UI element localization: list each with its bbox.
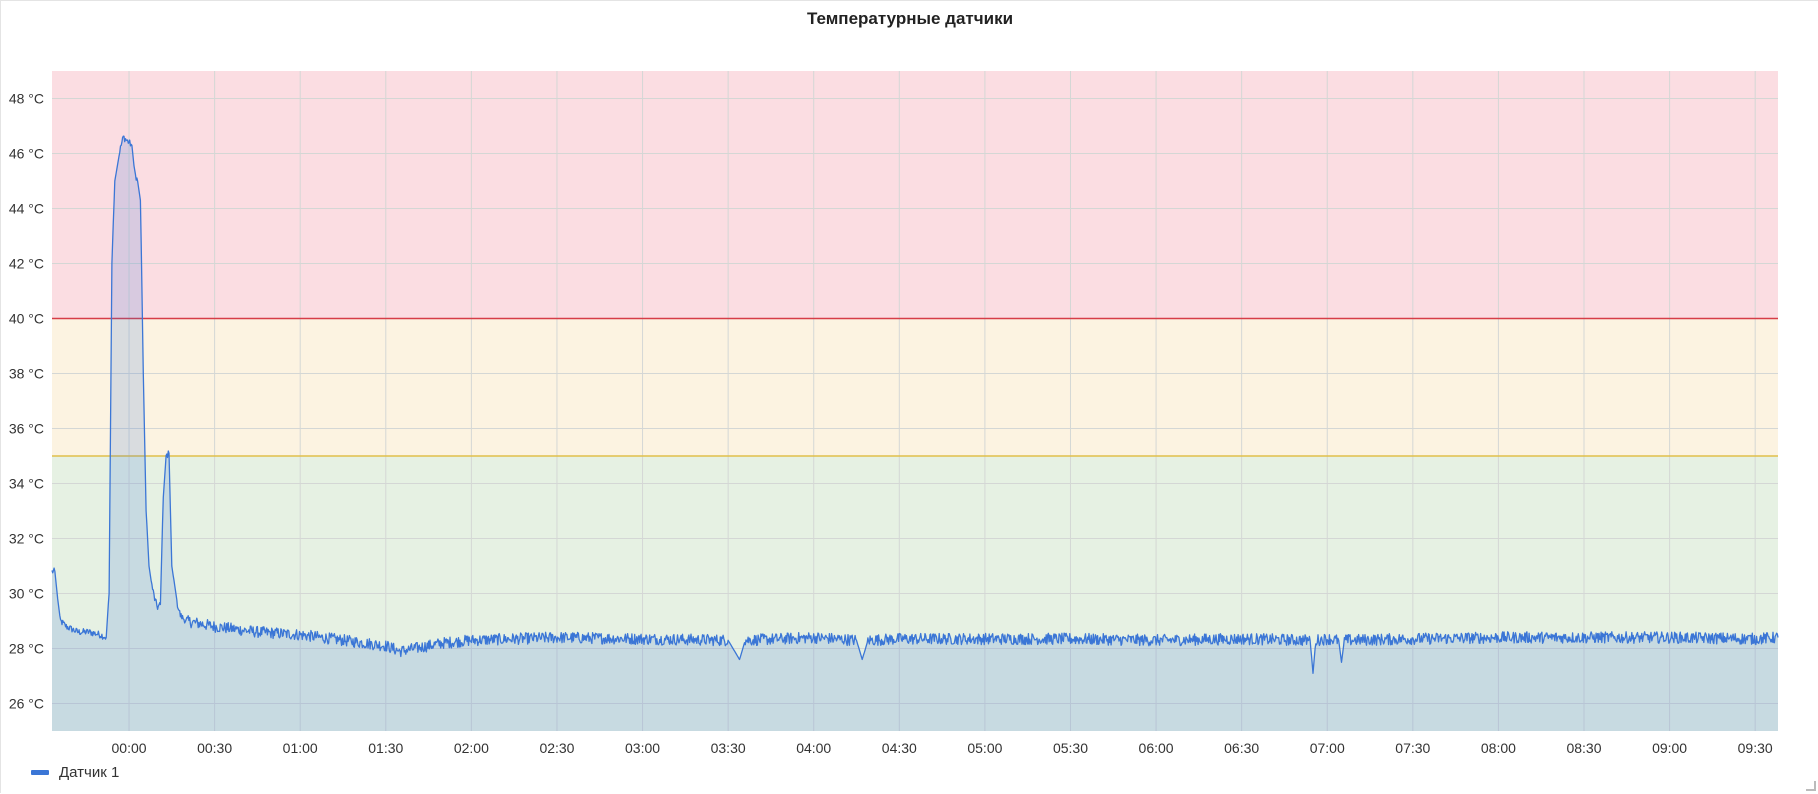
y-tick-label: 26 °C: [9, 696, 44, 712]
x-tick-label: 01:30: [368, 740, 403, 756]
y-tick-label: 38 °C: [9, 366, 44, 382]
resize-handle-icon[interactable]: [1806, 781, 1816, 791]
x-tick-label: 00:00: [112, 740, 147, 756]
x-tick-label: 05:00: [967, 740, 1002, 756]
x-axis: 00:00 00:30 01:00 01:30 02:00 02:30 03:00 03:30…: [112, 740, 1773, 756]
y-tick-label: 40 °C: [9, 311, 44, 327]
x-tick-label: 04:30: [882, 740, 917, 756]
x-tick-label: 03:00: [625, 740, 660, 756]
x-tick-label: 07:00: [1310, 740, 1345, 756]
series-line: [51, 135, 1779, 674]
x-tick-label: 07:30: [1395, 740, 1430, 756]
y-tick-label: 28 °C: [9, 641, 44, 657]
y-tick-label: 30 °C: [9, 586, 44, 602]
x-tick-label: 09:00: [1652, 740, 1687, 756]
y-axis: 26 °C 28 °C 30 °C 32 °C 34 °C 36 °C 38 °C 40 °C…: [9, 91, 44, 712]
x-tick-label: 01:00: [283, 740, 318, 756]
threshold-band-0: [52, 71, 1778, 319]
legend[interactable]: Датчик 1: [31, 764, 119, 781]
threshold-band-1: [52, 318, 1778, 456]
series-area: [52, 136, 1778, 731]
chart-title: Температурные датчики: [806, 9, 1014, 28]
y-tick-label: 46 °C: [9, 146, 44, 162]
y-tick-label: 42 °C: [9, 256, 44, 272]
series-layer: [51, 135, 1779, 731]
x-tick-label: 03:30: [711, 740, 746, 756]
legend-label[interactable]: Датчик 1: [59, 764, 120, 781]
x-tick-label: 00:30: [197, 740, 232, 756]
grid-lines: [52, 71, 1778, 731]
y-tick-label: 34 °C: [9, 476, 44, 492]
x-tick-label: 04:00: [796, 740, 831, 756]
y-tick-label: 44 °C: [9, 201, 44, 217]
x-tick-label: 06:30: [1224, 740, 1259, 756]
x-tick-label: 08:30: [1566, 740, 1601, 756]
threshold-lines: [52, 317, 1778, 457]
x-tick-label: 08:00: [1481, 740, 1516, 756]
x-tick-label: 02:30: [539, 740, 574, 756]
x-tick-label: 06:00: [1139, 740, 1174, 756]
y-tick-label: 36 °C: [9, 421, 44, 437]
legend-swatch: [31, 770, 49, 775]
y-tick-label: 48 °C: [9, 91, 44, 107]
y-tick-label: 32 °C: [9, 531, 44, 547]
x-tick-label: 05:30: [1053, 740, 1088, 756]
x-tick-label: 02:00: [454, 740, 489, 756]
x-tick-label: 09:30: [1738, 740, 1773, 756]
